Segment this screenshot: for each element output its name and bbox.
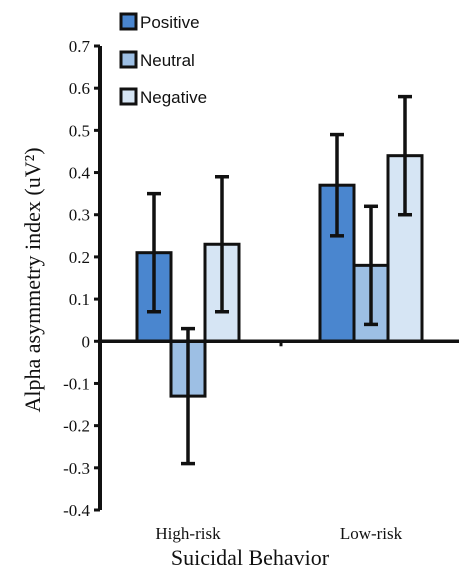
legend-label-positive: Positive: [140, 13, 200, 32]
legend-swatch-positive: [119, 12, 138, 31]
category-label: High-risk: [155, 524, 221, 543]
legend-swatch-neutral: [119, 50, 138, 69]
y-tick-label: 0.7: [69, 37, 91, 56]
y-tick-label: 0: [82, 332, 91, 351]
y-tick-label: -0.1: [63, 374, 90, 393]
y-tick-label: 0.5: [69, 121, 90, 140]
legend-label-neutral: Neutral: [140, 51, 195, 70]
y-tick-label: 0.3: [69, 206, 90, 225]
legend-swatch-negative: [119, 87, 138, 106]
x-axis-title: Suicidal Behavior: [171, 545, 330, 570]
category-labels: High-risk Low-risk: [155, 524, 402, 543]
y-axis-title: Alpha asymmetry index (uV²): [20, 147, 45, 412]
bars: [135, 154, 424, 398]
legend-label-negative: Negative: [140, 88, 207, 107]
y-tick-label: 0.2: [69, 248, 90, 267]
y-tick-label: 0.6: [69, 79, 90, 98]
legend: Positive Neutral Negative: [119, 12, 207, 107]
y-tick-label: 0.4: [69, 164, 91, 183]
y-tick-label: 0.1: [69, 290, 90, 309]
zero-baseline: [100, 339, 459, 347]
y-tick-label: -0.2: [63, 417, 90, 436]
error-bars: [147, 94, 412, 466]
category-label: Low-risk: [340, 524, 403, 543]
y-tick-label: -0.3: [63, 459, 90, 478]
y-axis: 0.7 0.6 0.5 0.4 0.3 0.2 0.1 0 -0.1 -0.2 -0.3 -0.4: [63, 37, 102, 520]
y-tick-label: -0.4: [63, 501, 90, 520]
